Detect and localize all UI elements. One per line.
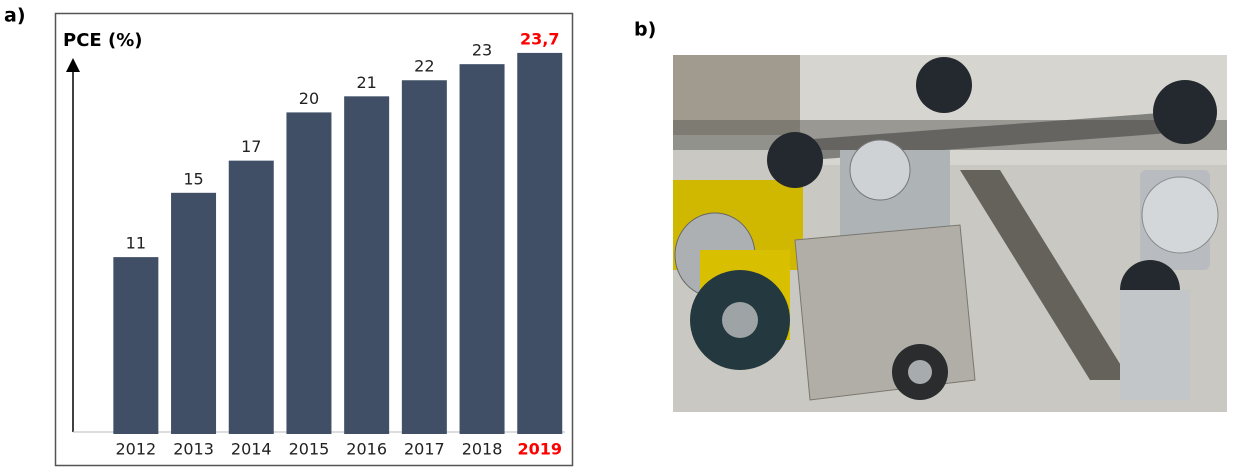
- x-tick-label: 2016: [346, 440, 387, 459]
- value-label: 11: [126, 234, 146, 253]
- x-tick-label: 2018: [462, 440, 503, 459]
- bar: [286, 112, 332, 435]
- photo: [673, 55, 1227, 412]
- chart-frame: [54, 12, 574, 467]
- x-tick-label: 2012: [115, 440, 156, 459]
- value-label: 21: [356, 73, 376, 92]
- value-label: 15: [183, 169, 203, 188]
- x-tick-label: 2013: [173, 440, 214, 459]
- x-tick-label: 2015: [289, 440, 330, 459]
- bar: [113, 257, 159, 434]
- bar: [459, 64, 505, 434]
- x-tick-label: 2014: [231, 440, 272, 459]
- x-tick-label: 2019: [517, 440, 562, 459]
- y-axis-label: PCE (%): [63, 30, 142, 51]
- panel-label: b): [634, 19, 656, 41]
- value-label: 22: [414, 57, 434, 76]
- bar: [171, 192, 217, 434]
- x-tick-label: 2017: [404, 440, 445, 459]
- value-label: 23: [472, 41, 492, 60]
- bar: [517, 52, 563, 435]
- value-label: 20: [299, 89, 319, 108]
- bar: [344, 96, 390, 434]
- value-label: 23,7: [520, 29, 559, 48]
- bar: [228, 160, 274, 434]
- bar: [401, 80, 447, 435]
- value-label: 17: [241, 137, 261, 156]
- panel-label: a): [4, 5, 26, 27]
- axis-arrow: [66, 58, 80, 72]
